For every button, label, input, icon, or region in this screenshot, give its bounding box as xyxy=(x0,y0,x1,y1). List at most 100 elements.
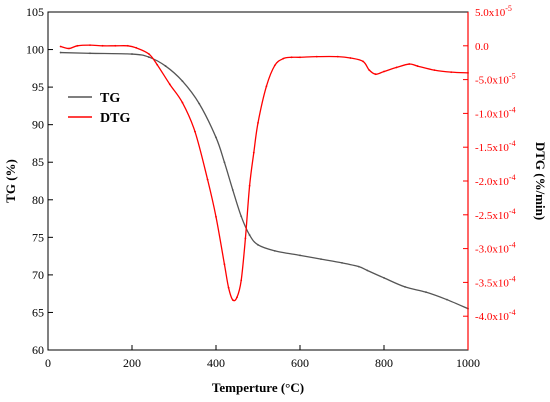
x-axis-label: Temperture (°C) xyxy=(212,380,304,395)
y-left-tick-label: 75 xyxy=(32,230,44,244)
y-left-tick-label: 70 xyxy=(32,268,44,282)
series-tg-point xyxy=(89,52,91,55)
series-tg-point xyxy=(164,65,167,67)
y-left-tick-label: 60 xyxy=(32,343,44,357)
series-tg-point xyxy=(299,254,301,257)
series-dtg-point xyxy=(248,184,251,187)
x-axis-ticks: 0 200 400 600 800 1000 xyxy=(45,345,480,370)
series-tg-point xyxy=(215,136,217,139)
series-dtg-point xyxy=(299,56,301,59)
series-dtg-point xyxy=(368,69,371,72)
series-dtg-point xyxy=(240,279,243,282)
x-tick-label: 800 xyxy=(375,356,393,370)
series-tg-point xyxy=(59,51,62,54)
y-left-tick-label: 95 xyxy=(32,80,44,94)
series-tg-point xyxy=(320,258,322,261)
series-dtg-point xyxy=(227,286,230,289)
y-axis-right-label: DTG (%/min) xyxy=(533,142,548,220)
series-dtg-point xyxy=(290,56,293,59)
x-tick-label: 400 xyxy=(207,356,225,370)
series-tg-point xyxy=(223,161,226,164)
series-dtg-point xyxy=(101,44,104,47)
series-dtg-point xyxy=(194,130,196,133)
y-left-tick-label: 80 xyxy=(32,193,44,207)
series-dtg-point xyxy=(433,69,436,72)
series-lines xyxy=(59,44,469,310)
series-dtg-point xyxy=(450,71,453,74)
series-dtg-point xyxy=(114,44,117,47)
series-dtg-point xyxy=(282,57,285,60)
y-axis-left-label: TG (%) xyxy=(3,159,18,203)
series-dtg-point xyxy=(147,53,150,55)
series-dtg-point xyxy=(416,65,419,67)
series-dtg-point xyxy=(215,215,217,218)
series-dtg-point xyxy=(362,60,364,63)
series-tg-point xyxy=(383,276,385,279)
series-tg-point xyxy=(248,234,251,236)
series-tg-point xyxy=(357,265,360,268)
series-dtg-point xyxy=(168,83,171,86)
y-right-tick-label: 5.0x10-5 xyxy=(475,4,512,19)
y-right-tick-label: -1.5x10-4 xyxy=(475,139,516,154)
series-dtg-point xyxy=(68,47,70,50)
series-dtg-point xyxy=(395,66,398,69)
series-tg-point xyxy=(181,80,184,83)
series-dtg-point xyxy=(223,263,226,266)
y-left-tick-label: 100 xyxy=(26,43,44,57)
series-tg-point xyxy=(446,298,448,301)
series-dtg-point xyxy=(181,101,184,104)
series-dtg-point xyxy=(76,44,79,47)
y-right-tick-label: -3.0x10-4 xyxy=(475,241,516,256)
series-dtg-point xyxy=(126,44,129,47)
series-dtg-point xyxy=(257,121,259,124)
series-dtg-point xyxy=(374,73,377,76)
series-dtg-line xyxy=(60,44,469,302)
series-dtg-point xyxy=(383,70,385,73)
series-dtg-point xyxy=(59,45,62,48)
series-dtg-point xyxy=(252,151,255,154)
y-right-tick-label: -2.5x10-4 xyxy=(475,207,516,222)
series-dtg-point xyxy=(336,55,339,58)
plot-frame xyxy=(47,11,469,351)
series-tg-point xyxy=(147,56,150,58)
series-tg-point xyxy=(257,243,259,246)
y-left-tick-label: 65 xyxy=(32,305,44,319)
x-tick-label: 1000 xyxy=(456,356,480,370)
series-tg-point xyxy=(198,102,201,105)
x-tick-label: 600 xyxy=(291,356,309,370)
series-tg-point xyxy=(273,249,276,252)
series-tg-point xyxy=(231,189,234,191)
y-right-tick-label: -4.0x10-4 xyxy=(475,308,516,323)
x-tick-label: 0 xyxy=(45,356,51,370)
series-tg-point xyxy=(366,269,369,272)
series-dtg-point xyxy=(273,64,276,67)
series-tg-point xyxy=(425,291,427,294)
series-dtg-point xyxy=(265,85,268,88)
y-left-tick-label: 90 xyxy=(32,118,44,132)
y-right-tick-label: -1.0x10-4 xyxy=(475,105,516,120)
y-right-tick-label: -5.0x10-5 xyxy=(475,72,516,87)
series-tg-point xyxy=(404,286,406,288)
x-tick-label: 200 xyxy=(123,356,141,370)
y-right-tick-label: 0.0 xyxy=(475,41,489,53)
series-dtg-point xyxy=(315,55,318,58)
left-axis-ticks: 60 65 70 75 80 85 90 95 100 105 xyxy=(26,5,53,357)
legend: TG DTG xyxy=(68,91,130,126)
series-dtg-point xyxy=(244,237,247,240)
y-left-tick-label: 85 xyxy=(32,155,44,169)
series-tg-line xyxy=(60,51,469,310)
y-left-tick-label: 105 xyxy=(26,5,44,19)
legend-tg-label: TG xyxy=(100,91,120,106)
series-dtg-point xyxy=(349,57,352,59)
series-tg-point xyxy=(341,261,343,264)
series-dtg-point xyxy=(231,299,234,301)
series-dtg-point xyxy=(236,296,238,299)
series-dtg-point xyxy=(89,44,91,47)
series-tg-point xyxy=(131,53,133,55)
series-tg-point xyxy=(240,215,243,218)
right-axis-ticks: 5.0x10-5 0.0 -5.0x10-5 -1.0x10-4 -1.5x10-4 -2… xyxy=(463,4,516,323)
y-right-tick-label: -2.0x10-4 xyxy=(475,173,516,188)
series-dtg-point xyxy=(135,46,138,49)
legend-dtg-label: DTG xyxy=(100,111,130,126)
